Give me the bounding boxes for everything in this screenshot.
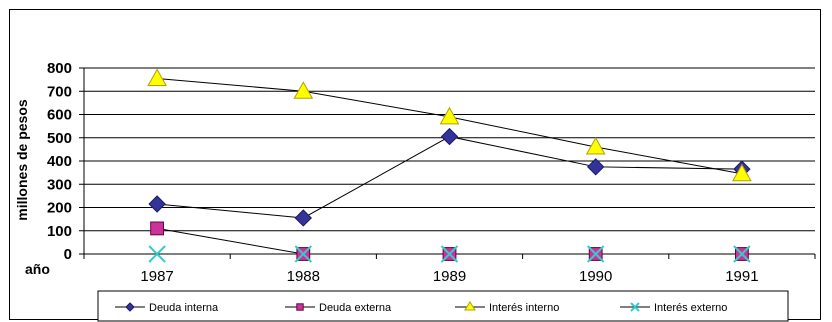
series-lines bbox=[157, 77, 742, 255]
marker-3-point-4 bbox=[585, 137, 606, 155]
marker-legend-3 bbox=[464, 301, 476, 311]
x-axis-title: año bbox=[25, 261, 50, 277]
y-tick-label: 600 bbox=[47, 107, 72, 124]
series-line-3 bbox=[157, 77, 742, 175]
marker-3-point-3 bbox=[439, 106, 460, 125]
marker-legend-4 bbox=[630, 302, 640, 312]
marker-3-point-2 bbox=[293, 81, 314, 99]
x-tick-label: 1988 bbox=[287, 268, 320, 285]
marker-3-point-1 bbox=[147, 68, 167, 86]
marker-legend-1 bbox=[125, 302, 135, 312]
y-tick-label: 400 bbox=[47, 153, 72, 170]
marker-3-point-5 bbox=[732, 163, 752, 182]
marker-4-point-2 bbox=[294, 245, 313, 263]
marker-1-point-3 bbox=[440, 127, 459, 146]
x-tick-label: 1987 bbox=[140, 268, 173, 285]
marker-4-point-5 bbox=[733, 245, 751, 263]
legend-label-1: Deuda interna bbox=[149, 302, 219, 314]
marker-2-point-1 bbox=[150, 221, 164, 236]
y-tick-label: 500 bbox=[47, 130, 72, 147]
legend-label-2: Deuda externa bbox=[319, 302, 392, 314]
marker-4-point-1 bbox=[148, 245, 166, 263]
x-tick-label: 1990 bbox=[579, 268, 612, 285]
gridlines bbox=[84, 67, 815, 232]
chart-frame bbox=[9, 9, 821, 320]
legend-box bbox=[97, 290, 789, 322]
series-line-1 bbox=[157, 136, 742, 219]
y-tick-label: 700 bbox=[47, 83, 72, 100]
y-tick-label: 200 bbox=[47, 200, 72, 217]
marker-4-point-4 bbox=[586, 245, 605, 263]
marker-4-point-3 bbox=[440, 245, 459, 263]
series-markers bbox=[147, 68, 752, 263]
marker-1-point-1 bbox=[148, 195, 166, 213]
x-tick-labels: 1987 1988 1989 1990 1991 bbox=[140, 268, 758, 285]
y-tick-label: 300 bbox=[47, 176, 72, 193]
marker-1-point-2 bbox=[294, 209, 313, 227]
y-axis-title: millones de pesos bbox=[14, 99, 30, 221]
x-tick-label: 1989 bbox=[433, 268, 466, 285]
x-tick-label: 1991 bbox=[725, 268, 758, 285]
y-tick-labels: 0 100 200 300 400 500 600 700 800 bbox=[47, 60, 72, 263]
y-tick-label: 0 bbox=[64, 246, 72, 263]
y-tick-label: 100 bbox=[47, 223, 72, 240]
marker-1-point-4 bbox=[586, 158, 605, 176]
marker-legend-2 bbox=[296, 303, 304, 311]
legend-label-3: Interés interno bbox=[489, 302, 559, 314]
legend: Deuda interna Deuda externa Interés intern… bbox=[97, 290, 789, 322]
legend-label-4: Interés externo bbox=[654, 302, 727, 314]
y-tick-label: 800 bbox=[47, 60, 72, 77]
